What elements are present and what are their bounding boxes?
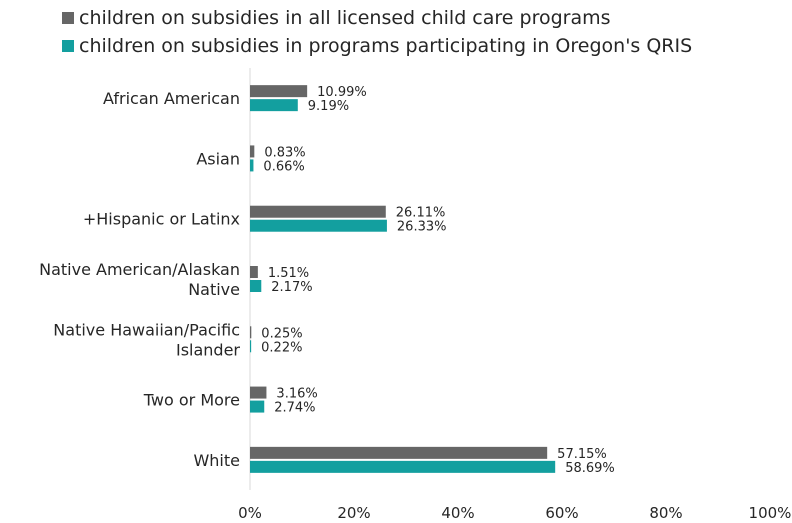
bar-series-2 [250, 219, 387, 232]
bar-series-1 [250, 446, 548, 459]
data-label: 0.25% [261, 326, 302, 341]
category-label: African American [103, 89, 240, 108]
x-tick-label: 40% [441, 504, 474, 522]
bar-series-2 [250, 280, 262, 292]
bar-series-2 [250, 99, 298, 112]
bar-series-1 [250, 386, 267, 399]
bar-series-2 [250, 159, 254, 172]
data-label: 0.66% [263, 159, 304, 174]
bar-series-2 [250, 340, 252, 353]
bar-series-2 [250, 460, 556, 473]
legend-swatch-all-programs [62, 12, 74, 24]
legend-swatch-qris-programs [62, 40, 74, 52]
category-label: Native [188, 280, 240, 299]
category-label: Native American/Alaskan [39, 260, 240, 279]
x-tick-label: 80% [649, 504, 682, 522]
data-label: 1.51% [268, 266, 309, 281]
x-tick-label: 60% [545, 504, 578, 522]
data-label: 0.83% [264, 145, 305, 160]
bar-series-1 [250, 85, 308, 98]
x-tick-label: 100% [749, 504, 792, 522]
category-label: Native Hawaiian/Pacific [53, 320, 240, 339]
data-label: 10.99% [317, 85, 367, 100]
data-label: 26.11% [396, 206, 446, 221]
bar-series-1 [250, 266, 258, 278]
category-label: Two or More [143, 391, 240, 410]
data-label: 2.74% [274, 401, 315, 416]
x-tick-label: 20% [337, 504, 370, 522]
data-label: 58.69% [565, 461, 615, 476]
data-label: 0.22% [261, 340, 302, 355]
x-tick-label: 0% [238, 504, 262, 522]
data-label: 3.16% [276, 387, 317, 402]
legend-label-all-programs: children on subsidies in all licensed ch… [79, 7, 611, 29]
category-label: Asian [196, 149, 240, 168]
category-label: Islander [176, 340, 240, 359]
data-label: 2.17% [271, 280, 312, 295]
legend: children on subsidies in all licensed ch… [62, 4, 692, 60]
legend-item-qris-programs: children on subsidies in programs partic… [62, 32, 692, 60]
category-label: White [193, 451, 240, 470]
category-label: +Hispanic or Latinx [83, 210, 240, 229]
data-label: 9.19% [308, 99, 349, 114]
legend-item-all-programs: children on subsidies in all licensed ch… [62, 4, 692, 32]
bar-series-2 [250, 400, 265, 413]
bar-series-1 [250, 205, 386, 218]
data-label: 26.33% [397, 220, 447, 235]
bar-series-1 [250, 326, 252, 339]
bar-series-1 [250, 145, 255, 158]
data-label: 57.15% [557, 447, 607, 462]
legend-label-qris-programs: children on subsidies in programs partic… [79, 35, 693, 57]
